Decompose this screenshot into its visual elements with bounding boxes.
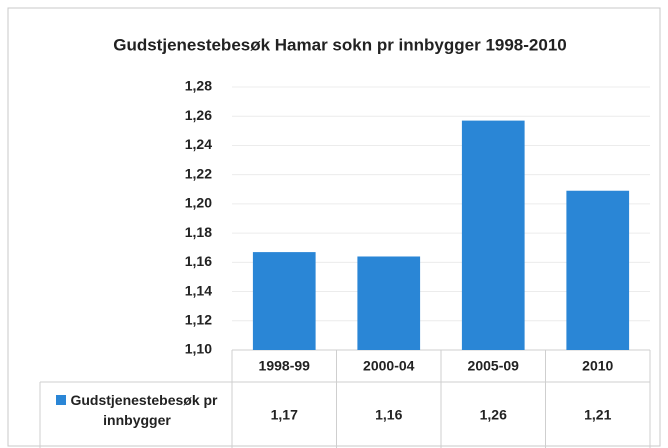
y-tick-label: 1,18 bbox=[185, 224, 212, 240]
x-tick-label: 2010 bbox=[582, 358, 613, 374]
bar bbox=[461, 120, 525, 350]
y-tick-label: 1,20 bbox=[185, 195, 212, 211]
legend-swatch bbox=[56, 395, 67, 405]
x-tick-label: 1998-99 bbox=[259, 358, 311, 374]
y-tick-label: 1,10 bbox=[185, 341, 212, 357]
y-tick-label: 1,24 bbox=[185, 136, 212, 152]
bar bbox=[566, 190, 630, 350]
x-tick-label: 2000-04 bbox=[363, 358, 415, 374]
bar bbox=[357, 256, 421, 350]
y-tick-label: 1,14 bbox=[185, 282, 212, 298]
bar bbox=[252, 252, 316, 350]
chart-border bbox=[7, 7, 661, 447]
table-value: 1,26 bbox=[480, 407, 507, 423]
legend: Gudstjenestebesøk pr innbygger bbox=[44, 390, 230, 430]
y-tick-label: 1,16 bbox=[185, 253, 212, 269]
table-value: 1,17 bbox=[271, 407, 298, 423]
table-value: 1,16 bbox=[375, 407, 402, 423]
y-tick-label: 1,28 bbox=[185, 78, 212, 94]
x-tick-label: 2005-09 bbox=[468, 358, 520, 374]
legend-label: Gudstjenestebesøk pr innbygger bbox=[70, 392, 218, 428]
y-tick-label: 1,26 bbox=[185, 107, 212, 123]
chart-title: Gudstjenestebesøk Hamar sokn pr innbygge… bbox=[113, 35, 567, 54]
y-tick-label: 1,12 bbox=[185, 311, 212, 327]
y-tick-label: 1,22 bbox=[185, 165, 212, 181]
table-value: 1,21 bbox=[584, 407, 611, 423]
